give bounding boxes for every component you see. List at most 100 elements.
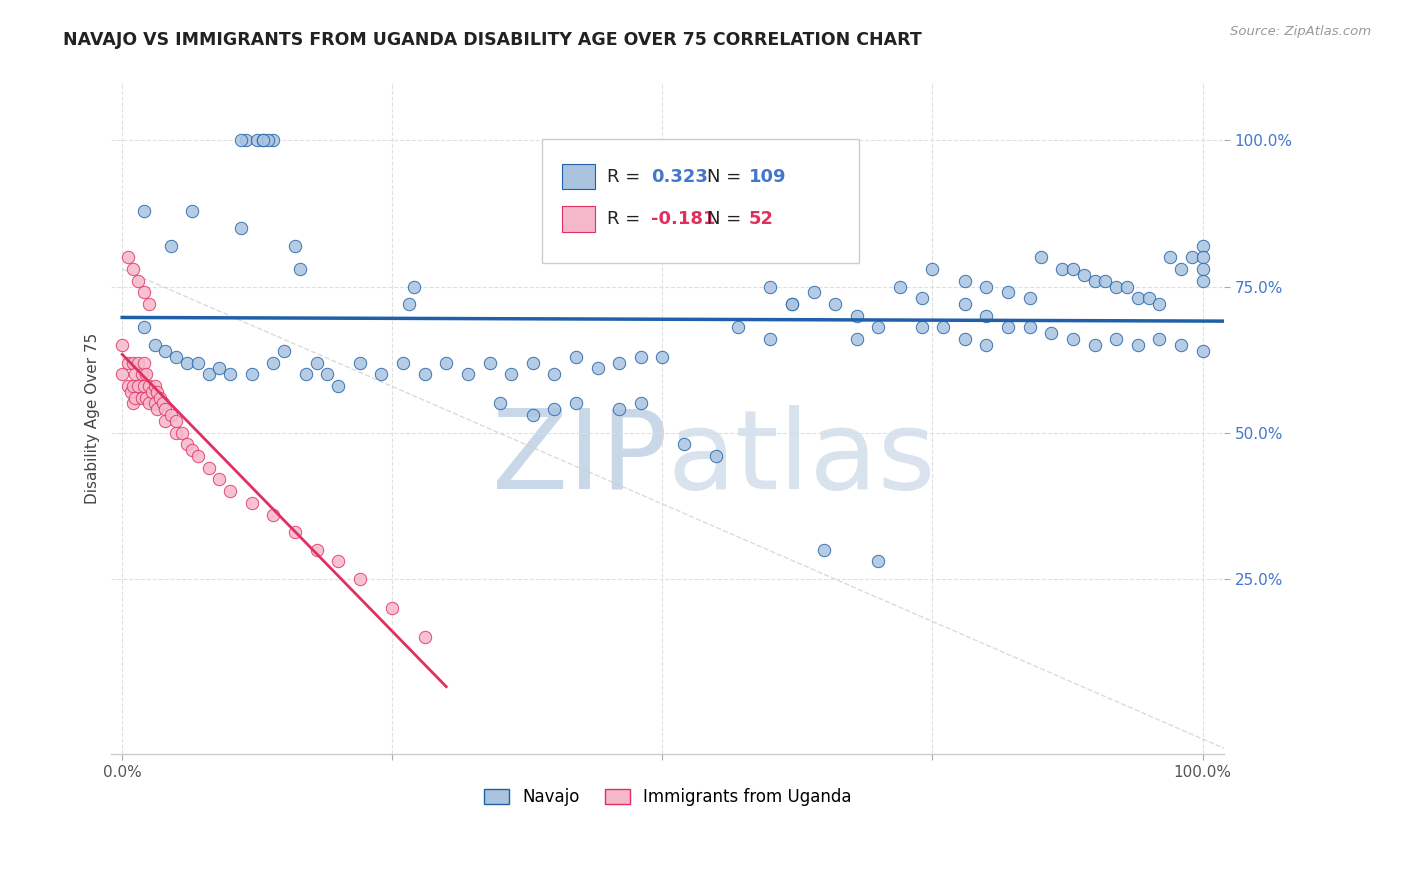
Point — [911, 291, 934, 305]
Point — [146, 384, 169, 399]
Point — [120, 384, 142, 399]
Point — [1062, 332, 1084, 346]
Point — [1018, 320, 1040, 334]
Point — [522, 355, 544, 369]
Point — [478, 355, 501, 369]
Point — [240, 496, 263, 510]
Point — [1126, 291, 1149, 305]
Point — [402, 279, 425, 293]
Point — [141, 384, 163, 399]
Point — [1191, 250, 1213, 264]
Point — [132, 285, 155, 300]
Point — [543, 368, 565, 382]
Point — [349, 572, 371, 586]
Point — [565, 350, 588, 364]
Point — [1149, 332, 1171, 346]
Point — [262, 133, 284, 147]
Point — [976, 338, 998, 352]
Point — [165, 350, 187, 364]
Text: NAVAJO VS IMMIGRANTS FROM UGANDA DISABILITY AGE OVER 75 CORRELATION CHART: NAVAJO VS IMMIGRANTS FROM UGANDA DISABIL… — [63, 31, 922, 49]
Text: 109: 109 — [749, 168, 786, 186]
Point — [219, 368, 242, 382]
Point — [143, 379, 166, 393]
Point — [997, 320, 1019, 334]
Point — [1170, 262, 1192, 277]
Point — [155, 402, 177, 417]
Point — [273, 343, 295, 358]
Point — [349, 355, 371, 369]
Point — [759, 279, 782, 293]
Point — [1149, 297, 1171, 311]
Text: Source: ZipAtlas.com: Source: ZipAtlas.com — [1230, 25, 1371, 38]
Point — [392, 355, 415, 369]
Point — [165, 425, 187, 440]
Text: atlas: atlas — [668, 405, 936, 512]
Point — [780, 297, 803, 311]
Point — [976, 279, 998, 293]
Point — [630, 396, 652, 410]
Point — [953, 332, 976, 346]
Point — [316, 368, 339, 382]
Point — [131, 391, 153, 405]
Point — [586, 361, 609, 376]
Point — [1073, 268, 1095, 282]
Point — [219, 484, 242, 499]
Point — [759, 332, 782, 346]
Point — [132, 379, 155, 393]
Point — [651, 350, 673, 364]
Legend: Navajo, Immigrants from Uganda: Navajo, Immigrants from Uganda — [478, 781, 858, 814]
Text: -0.181: -0.181 — [651, 210, 716, 228]
Point — [803, 285, 825, 300]
Point — [932, 320, 955, 334]
Point — [229, 221, 252, 235]
Y-axis label: Disability Age Over 75: Disability Age Over 75 — [86, 333, 100, 504]
Point — [813, 542, 835, 557]
Point — [501, 368, 523, 382]
Point — [381, 601, 404, 615]
Point — [565, 396, 588, 410]
Point — [155, 343, 177, 358]
Point — [160, 408, 183, 422]
Point — [187, 355, 209, 369]
Point — [111, 368, 134, 382]
Text: 52: 52 — [749, 210, 775, 228]
Point — [187, 449, 209, 463]
Point — [607, 402, 630, 417]
Point — [138, 396, 160, 410]
Point — [727, 320, 749, 334]
Point — [155, 414, 177, 428]
Point — [117, 355, 139, 369]
Point — [706, 449, 728, 463]
Point — [328, 554, 350, 568]
Point — [1116, 279, 1139, 293]
Point — [111, 338, 134, 352]
Point — [257, 133, 280, 147]
Point — [176, 437, 198, 451]
Point — [252, 133, 274, 147]
Point — [953, 297, 976, 311]
FancyBboxPatch shape — [562, 206, 596, 232]
Point — [117, 379, 139, 393]
Point — [284, 524, 307, 539]
Point — [197, 368, 219, 382]
Point — [305, 355, 328, 369]
Point — [295, 368, 318, 382]
Point — [607, 355, 630, 369]
Point — [181, 203, 204, 218]
Point — [1126, 338, 1149, 352]
Point — [152, 396, 174, 410]
Point — [122, 396, 145, 410]
Point — [135, 391, 157, 405]
Point — [868, 554, 890, 568]
Point — [197, 460, 219, 475]
Point — [845, 309, 868, 323]
Text: N =: N = — [707, 210, 747, 228]
Point — [181, 443, 204, 458]
Point — [997, 285, 1019, 300]
Point — [122, 262, 145, 277]
FancyBboxPatch shape — [562, 164, 596, 189]
Point — [235, 133, 257, 147]
Point — [240, 368, 263, 382]
Point — [868, 320, 890, 334]
Point — [1094, 274, 1116, 288]
